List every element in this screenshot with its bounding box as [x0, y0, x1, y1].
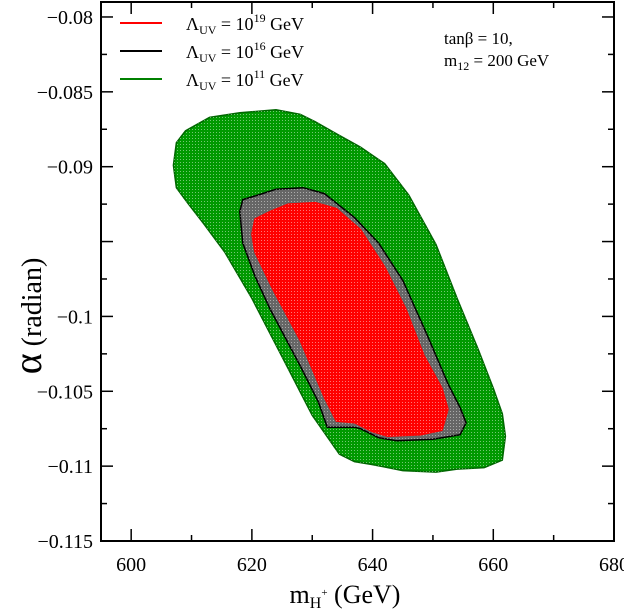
annotation-line-2: m12 = 200 GeV: [444, 51, 550, 73]
x-axis-title: mH+ (GeV): [290, 580, 401, 610]
y-axis-title: α (radian): [5, 258, 50, 375]
contour-regions: [172, 109, 507, 473]
legend-label-uv19: ΛUV = 1019 GeV: [186, 11, 304, 37]
annotation-line-1: tanβ = 10,: [444, 29, 513, 48]
region-texture-uv19: [251, 202, 448, 437]
x-tick-label: 680: [599, 554, 624, 576]
x-tick-label: 600: [116, 554, 146, 576]
legend-label-uv16: ΛUV = 1016 GeV: [186, 39, 304, 65]
plot-frame: [100, 1, 615, 542]
y-tick-label: −0.11: [47, 456, 93, 478]
y-tick-label: −0.085: [37, 82, 93, 104]
y-tick-label: −0.1: [57, 306, 93, 328]
y-tick-label: −0.115: [37, 531, 93, 553]
x-tick-label: 620: [237, 554, 267, 576]
legend-label-uv11: ΛUV = 1011 GeV: [186, 67, 304, 93]
y-tick-label: −0.08: [47, 7, 93, 29]
x-tick-label: 640: [358, 554, 388, 576]
x-tick-label: 660: [478, 554, 508, 576]
annotation: tanβ = 10, m12 = 200 GeV: [444, 29, 550, 73]
tick-labels: 600 620 640 660 680 −0.115 −0.11 −0.105 −0.1 −0.0…: [37, 7, 624, 576]
y-tick-label: −0.105: [37, 381, 93, 403]
axis-ticks: [101, 2, 615, 542]
legend: ΛUV = 1019 GeV ΛUV = 1016 GeV ΛUV = 1011…: [120, 11, 304, 93]
y-tick-label: −0.09: [47, 157, 93, 179]
